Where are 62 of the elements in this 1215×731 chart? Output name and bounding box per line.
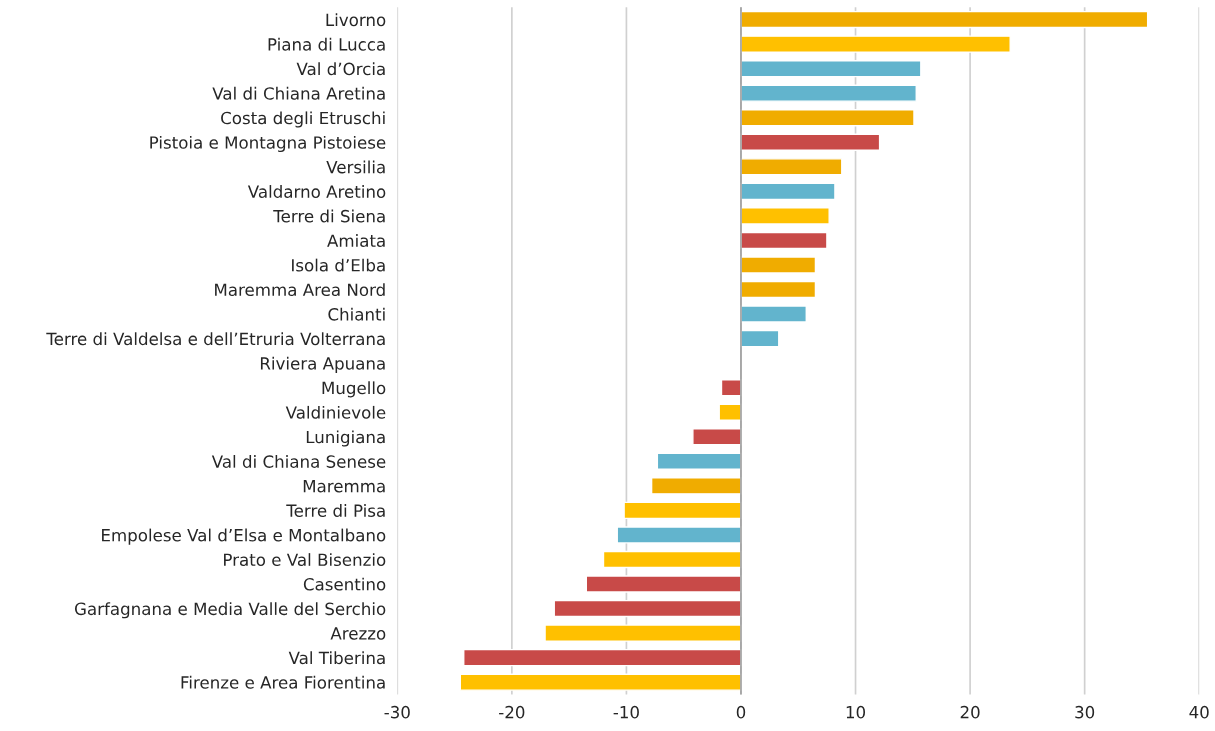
bar xyxy=(740,158,843,176)
bar xyxy=(740,133,881,151)
bar xyxy=(623,501,742,520)
bar xyxy=(740,84,917,102)
x-tick-label: 0 xyxy=(736,705,746,719)
bar xyxy=(602,550,742,569)
y-tick-label: Versilia xyxy=(326,160,385,174)
y-tick-label: Terre di Valdelsa e dell’Etruria Volterrana xyxy=(46,332,385,346)
y-tick-label: Val d’Orcia xyxy=(296,62,385,76)
y-tick-label: Maremma xyxy=(303,480,385,493)
bar xyxy=(459,673,742,691)
y-tick-label: Garfagnana e Media Valle del Serchio xyxy=(74,602,386,619)
bar xyxy=(740,305,807,323)
y-tick-label: Valdinievole xyxy=(285,405,386,419)
bar xyxy=(616,526,742,544)
y-tick-label: Terre di Siena xyxy=(273,209,385,223)
bar xyxy=(720,379,742,397)
x-tick-label: 30 xyxy=(1075,705,1095,719)
bar xyxy=(740,231,828,250)
y-tick-label: Terre di Pisa xyxy=(286,504,385,517)
bar xyxy=(740,59,922,78)
y-tick-label: Lunigiana xyxy=(306,430,385,447)
x-tick-label: -20 xyxy=(499,705,525,719)
bar xyxy=(740,207,830,225)
y-tick-label: Mugello xyxy=(322,381,386,398)
y-tick-label: Pistoia e Montagna Pistoiese xyxy=(150,135,386,153)
bar xyxy=(740,256,817,274)
y-tick-label: Livorno xyxy=(326,13,386,27)
bar xyxy=(740,182,836,201)
y-tick-label: Val di Chiana Aretina xyxy=(212,86,385,100)
x-tick-label: -30 xyxy=(384,705,410,719)
x-tick-label: 10 xyxy=(846,705,866,719)
y-tick-label: Prato e Val Bisenzio xyxy=(224,553,386,567)
bar xyxy=(740,10,1149,29)
y-tick-label: Riviera Apuana xyxy=(260,356,385,373)
y-tick-label: Maremma Area Nord xyxy=(215,283,385,297)
bar xyxy=(740,109,915,127)
y-tick-label: Val Tiberina xyxy=(288,651,385,665)
y-tick-label: Chianti xyxy=(328,307,385,321)
y-tick-label: Costa degli Etruschi xyxy=(221,111,385,128)
x-tick-label: 20 xyxy=(960,705,980,719)
x-tick-label: -10 xyxy=(613,705,639,719)
bar xyxy=(740,280,817,299)
y-tick-label: Amiata xyxy=(327,234,385,248)
bar xyxy=(544,624,742,642)
bar xyxy=(553,599,742,618)
bar xyxy=(656,452,742,470)
x-tick-label: 40 xyxy=(1189,705,1209,719)
y-tick-label: Piana di Lucca xyxy=(268,37,385,51)
bar xyxy=(585,575,742,593)
y-tick-label: Arezzo xyxy=(330,627,386,640)
y-tick-label: Isola d’Elba xyxy=(292,258,385,272)
y-tick-label: Empolese Val d’Elsa e Montalbano xyxy=(102,528,386,545)
y-tick-label: Valdarno Aretino xyxy=(247,185,386,198)
bar xyxy=(650,477,742,495)
y-tick-label: Casentino xyxy=(303,577,386,591)
y-tick-label: Val di Chiana Senese xyxy=(211,454,386,468)
bar xyxy=(740,329,780,348)
bar xyxy=(740,35,1011,53)
y-tick-label: Firenze e Area Fiorentina xyxy=(181,675,385,689)
bar xyxy=(463,648,742,667)
bar xyxy=(692,428,742,446)
